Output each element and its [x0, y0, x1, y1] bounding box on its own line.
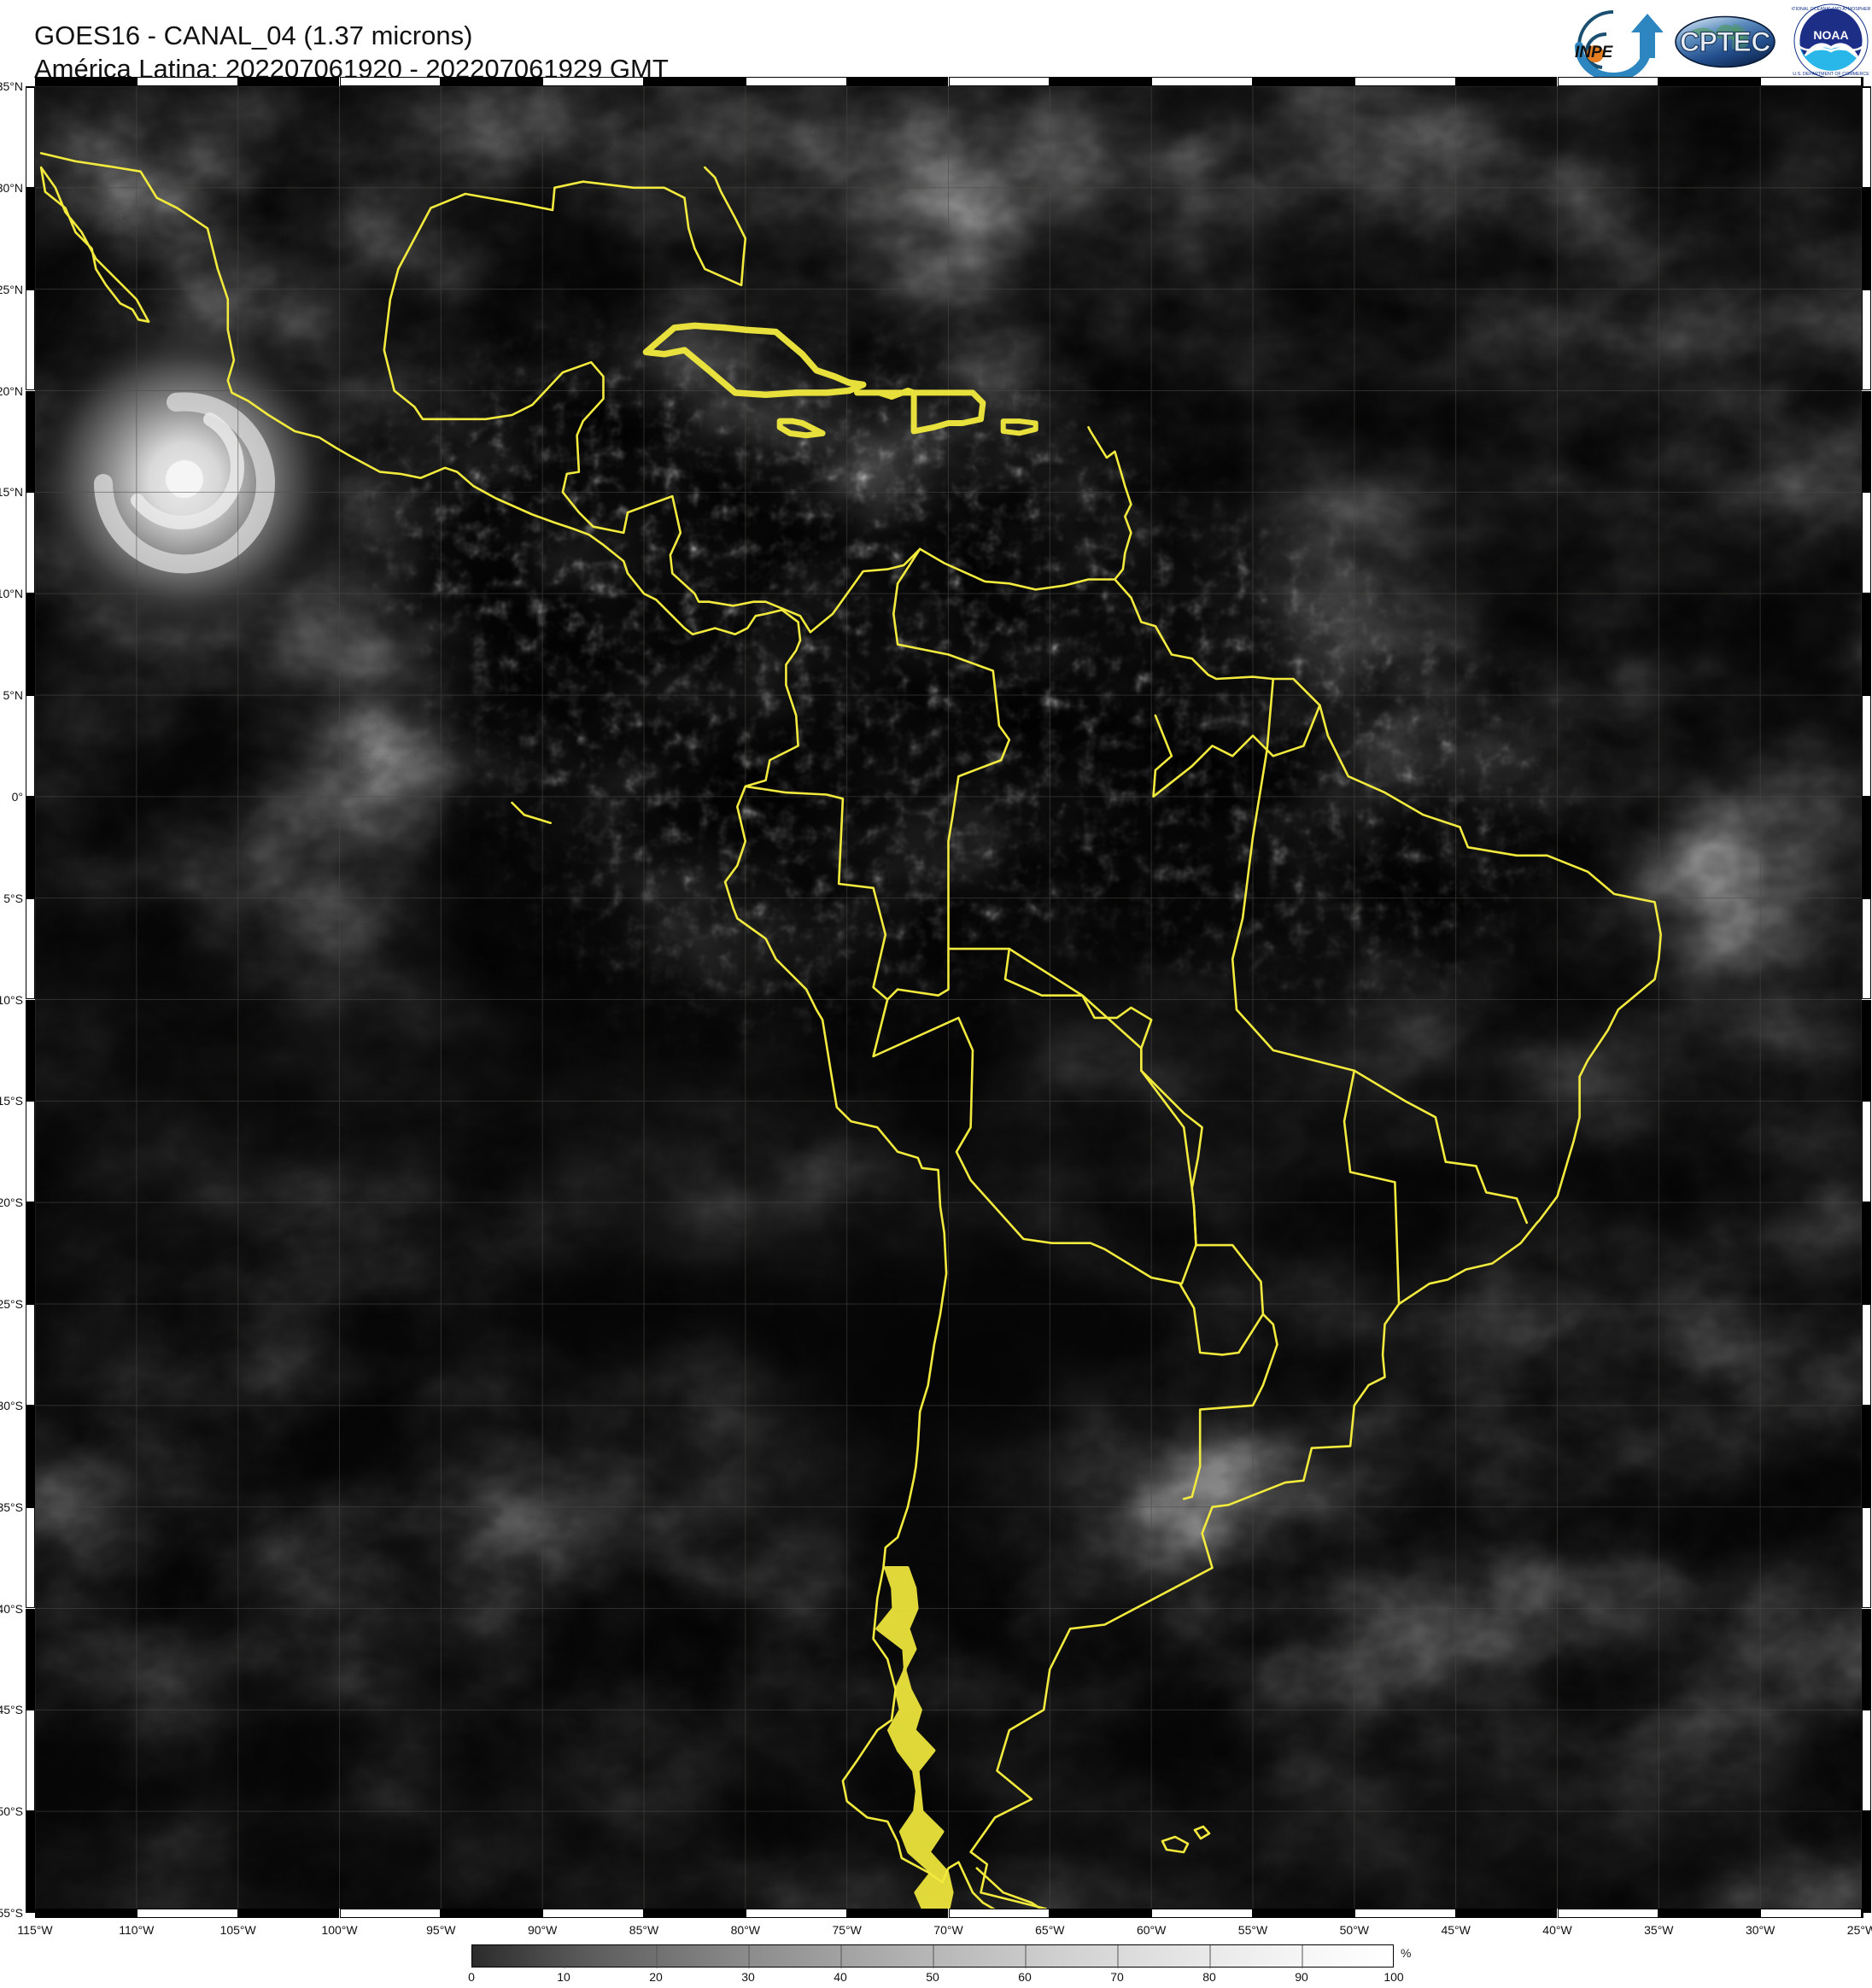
svg-text:INPE: INPE [1575, 44, 1614, 61]
svg-text:NATIONAL OCEANIC AND ATMOSPHER: NATIONAL OCEANIC AND ATMOSPHERIC [1792, 7, 1870, 12]
svg-text:NOAA: NOAA [1813, 28, 1848, 42]
svg-text:CPTEC: CPTEC [1680, 26, 1770, 57]
